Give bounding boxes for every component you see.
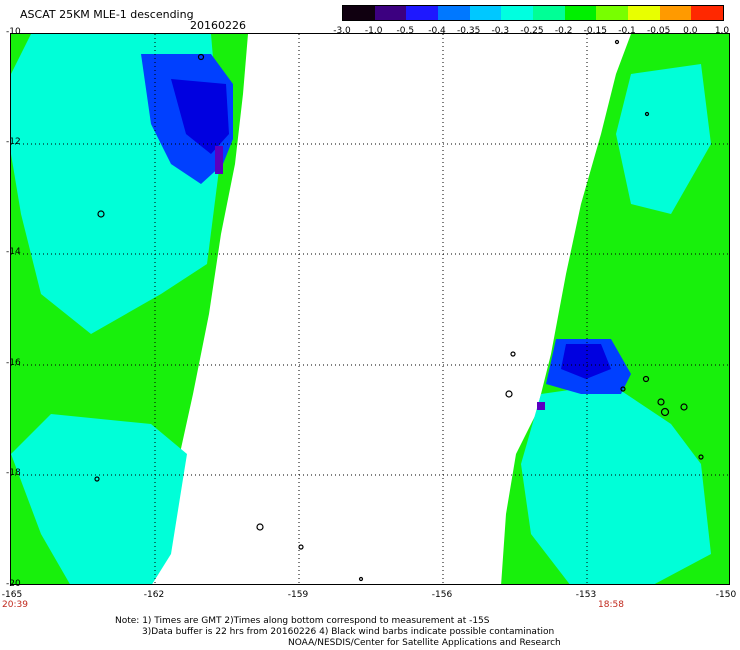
- colorbar-segment: [374, 6, 407, 20]
- swath-right-cyan-upper: [616, 64, 711, 214]
- footer-notes: Note: 1) Times are GMT 2)Times along bot…: [115, 616, 561, 649]
- colorbar-tick-label: -0.2: [554, 26, 573, 36]
- island-outline: [642, 375, 650, 383]
- swath-right-deepblue-zone: [561, 344, 611, 379]
- colorbar-segment: [691, 6, 724, 20]
- colorbar-segment: [533, 6, 565, 20]
- colorbar-tick-label: 1.0: [714, 26, 730, 36]
- island-outline: [698, 454, 704, 460]
- swath-map-canvas: [11, 34, 729, 584]
- colorbar-tick-label: -0.35: [457, 26, 481, 36]
- lat-label: -20: [6, 579, 21, 589]
- colorbar-labels: -3.0 -1.0 -0.5 -0.4 -0.35 -0.3 -0.25 -0.2 -0.15 -…: [330, 26, 736, 38]
- swath-right-purple-spot: [537, 402, 545, 410]
- lon-label: -162: [143, 590, 165, 600]
- time-label-right: 18:58: [598, 600, 624, 610]
- island-outline: [657, 398, 665, 406]
- island-outline: [644, 111, 650, 117]
- swath-right-cyan-lower: [521, 384, 711, 584]
- swath-left-purple-strip: [215, 146, 223, 174]
- colorbar: [342, 5, 724, 21]
- island-outline: [197, 53, 205, 61]
- island-outlines: [94, 39, 704, 582]
- colorbar-tick-label: -0.15: [583, 26, 607, 36]
- lon-label: -153: [575, 590, 597, 600]
- island-outline: [510, 351, 516, 357]
- colorbar-tick-label: -0.3: [491, 26, 510, 36]
- colorbar-segment: [406, 6, 439, 20]
- island-outline: [620, 386, 626, 392]
- island-outline: [94, 476, 100, 482]
- colorbar-segment: [438, 6, 470, 20]
- chart-title: ASCAT 25KM MLE-1 descending: [20, 8, 194, 21]
- colorbar-segment: [628, 6, 660, 20]
- time-label-left: 20:39: [2, 600, 28, 610]
- colorbar-segment: [343, 6, 375, 20]
- colorbar-segment: [596, 6, 629, 20]
- colorbar-tick-label: -0.4: [428, 26, 446, 36]
- island-outline: [358, 576, 364, 582]
- lon-label: -165: [1, 590, 23, 600]
- footer-note-line2: 3)Data buffer is 22 hrs from 20160226 4)…: [142, 627, 555, 637]
- chart-date: 20160226: [190, 19, 246, 32]
- lat-label: -16: [6, 358, 21, 368]
- island-outline: [97, 210, 105, 218]
- colorbar-tick-label: -0.5: [396, 26, 415, 36]
- island-outline: [660, 407, 670, 417]
- colorbar-tick-label: -3.0: [333, 26, 351, 36]
- colorbar-tick-label: -0.25: [520, 26, 544, 36]
- footer-note-line3: NOAA/NESDIS/Center for Satellite Applica…: [288, 638, 561, 648]
- swath-right: [501, 34, 729, 584]
- island-outline: [614, 39, 620, 45]
- colorbar-segment: [501, 6, 534, 20]
- lon-label: -156: [431, 590, 453, 600]
- colorbar-segment: [469, 6, 502, 20]
- colorbar-tick-label: 0.0: [683, 26, 698, 36]
- island-outline: [256, 523, 264, 531]
- lat-label: -14: [6, 247, 21, 257]
- colorbar-tick-label: -0.1: [618, 26, 636, 36]
- lat-label: -12: [6, 137, 21, 147]
- swath-left-cyan-middle: [11, 414, 187, 584]
- swath-map: [10, 33, 730, 585]
- colorbar-segment: [659, 6, 692, 20]
- lat-label: -10: [6, 27, 21, 37]
- gridlines: [11, 34, 729, 584]
- island-outline: [298, 544, 304, 550]
- footer-note-line1: Note: 1) Times are GMT 2)Times along bot…: [115, 616, 490, 626]
- lat-label: -18: [6, 468, 21, 478]
- colorbar-tick-label: -0.05: [647, 26, 671, 36]
- island-outline: [680, 403, 688, 411]
- swath-left: [11, 34, 248, 584]
- lon-label: -150: [715, 590, 737, 600]
- island-outline: [505, 390, 513, 398]
- swath-left-deepblue-zone: [171, 79, 229, 154]
- colorbar-tick-label: -1.0: [364, 26, 383, 36]
- lon-label: -159: [287, 590, 309, 600]
- colorbar-segment: [564, 6, 597, 20]
